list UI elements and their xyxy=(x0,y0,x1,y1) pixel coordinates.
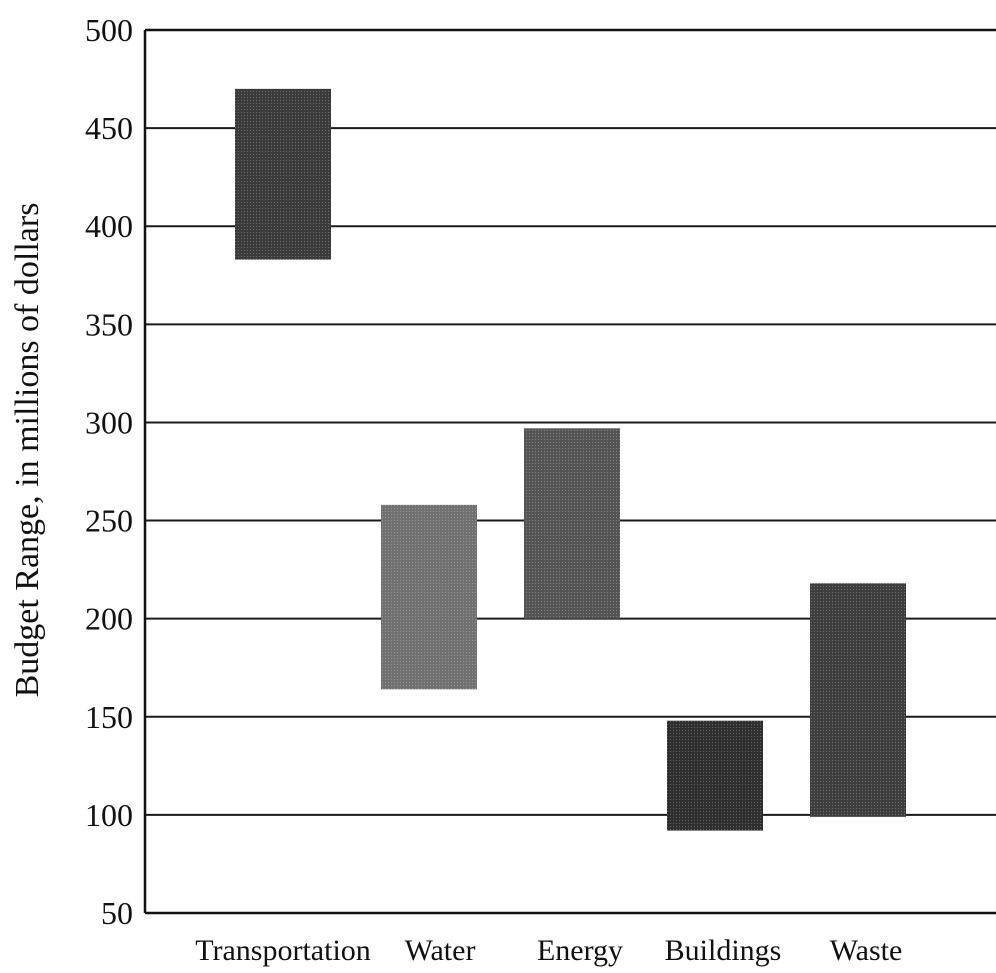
y-tick-label-150: 150 xyxy=(85,699,133,735)
x-category-label-buildings: Buildings xyxy=(665,934,782,967)
bars xyxy=(235,88,906,831)
bar-buildings-texture xyxy=(667,720,763,831)
y-tick-label-250: 250 xyxy=(85,503,133,539)
x-category-label-water: Water xyxy=(405,934,476,967)
y-tick-label-450: 450 xyxy=(85,110,133,146)
labels: 50 100 150 200 250 300 350 400 450 500 Transportat… xyxy=(9,12,902,967)
y-tick-label-500: 500 xyxy=(85,12,133,48)
bar-water-texture xyxy=(381,504,477,690)
x-category-label-waste: Waste xyxy=(830,934,903,967)
y-axis-title: Budget Range, in millions of dollars xyxy=(9,203,46,698)
axes xyxy=(143,28,996,915)
y-tick-label-300: 300 xyxy=(85,404,133,440)
y-tick-label-400: 400 xyxy=(85,208,133,244)
y-tick-label-50: 50 xyxy=(101,895,133,931)
y-tick-label-100: 100 xyxy=(85,797,133,833)
bar-energy-texture xyxy=(524,428,620,619)
bar-waste-texture xyxy=(810,583,906,817)
x-category-label-energy: Energy xyxy=(537,934,623,967)
y-tick-label-200: 200 xyxy=(85,601,133,637)
y-tick-label-350: 350 xyxy=(85,306,133,342)
x-category-label-transportation: Transportation xyxy=(195,934,371,967)
bar-transportation-texture xyxy=(235,88,331,260)
